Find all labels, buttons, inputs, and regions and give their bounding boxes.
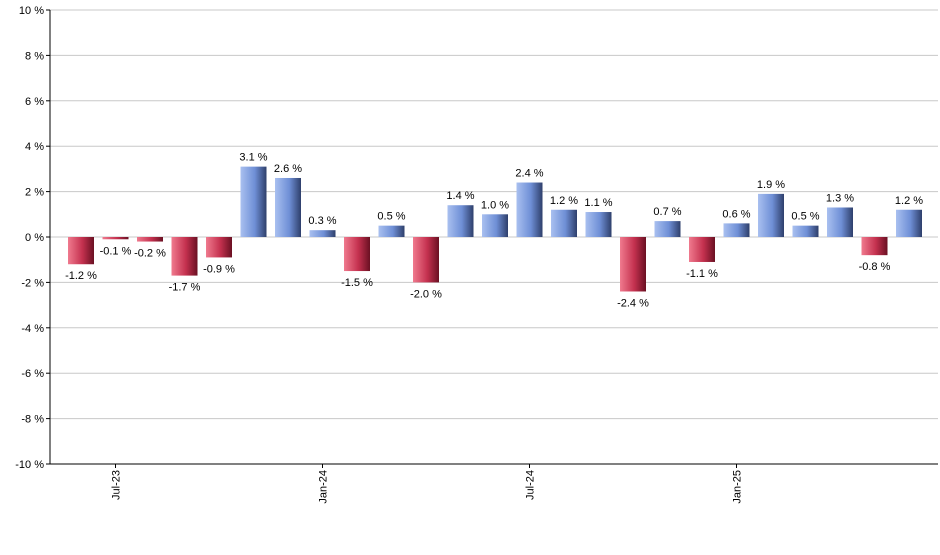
data-label: -1.2 % (65, 270, 97, 282)
data-label: -0.8 % (859, 261, 891, 273)
y-axis-tick-label: 6 % (25, 96, 44, 108)
data-label: 0.5 % (377, 211, 405, 223)
x-axis-tick-label: Jan-25 (732, 470, 744, 504)
data-label: -0.2 % (134, 248, 166, 260)
data-label: -1.1 % (686, 268, 718, 280)
bar (861, 237, 888, 256)
y-axis-tick-label: 8 % (25, 50, 44, 62)
data-label: -1.5 % (341, 277, 373, 289)
x-axis-tick-label: Jul-24 (525, 470, 537, 500)
y-axis-tick-label: -4 % (21, 323, 44, 335)
y-axis-tick-label: -10 % (15, 459, 44, 471)
y-axis-tick-label: 2 % (25, 187, 44, 199)
y-axis-tick-labels: -10 % -8 % -6 % -4 % -2 % 0 % 2 % 4 % 6 % 8 % 10 % (15, 5, 44, 471)
bar (344, 237, 370, 272)
bar (792, 225, 819, 237)
bar (275, 177, 301, 237)
data-label: 0.3 % (308, 215, 336, 227)
data-label: 3.1 % (239, 152, 267, 164)
bar (102, 237, 129, 240)
bars (68, 166, 922, 292)
x-axis-tick-labels: Jul-23 Jan-24 Jul-24 Jan-25 (111, 470, 744, 504)
data-label: 1.9 % (757, 179, 785, 191)
bar (827, 207, 853, 237)
data-label: -2.0 % (410, 288, 442, 300)
x-axis-tick-label: Jan-24 (318, 470, 330, 504)
data-label: -1.7 % (169, 282, 201, 294)
y-axis-tick-label: -6 % (21, 368, 44, 380)
data-label: -0.1 % (100, 245, 132, 257)
data-label: 1.1 % (584, 197, 612, 209)
data-label: 0.5 % (791, 211, 819, 223)
data-label: 1.3 % (826, 192, 854, 204)
bar (585, 212, 612, 237)
bar (413, 237, 439, 283)
bar (482, 214, 508, 237)
data-label: 2.6 % (274, 163, 302, 175)
bar (137, 237, 163, 242)
data-labels: -1.2 % -0.1 % -0.2 % -1.7 %-0.9 % 3.1 % 2.6 %… (65, 152, 923, 310)
data-label: 0.6 % (722, 208, 750, 220)
data-label: 1.2 % (895, 195, 923, 207)
data-label: -0.9 % (203, 263, 235, 275)
x-axis-tick-label: Jul-23 (111, 470, 123, 500)
bar (654, 221, 681, 237)
y-axis-tick-label: -2 % (21, 277, 44, 289)
y-axis-tick-label: -8 % (21, 414, 44, 426)
bar (723, 223, 750, 237)
y-axis-tick-label: 4 % (25, 141, 44, 153)
bar (378, 225, 405, 237)
bar (620, 237, 646, 292)
bar (240, 166, 267, 237)
bar (171, 237, 198, 276)
bar (516, 182, 543, 237)
data-label: -2.4 % (617, 297, 649, 309)
axes (46, 9, 938, 468)
data-label: 1.0 % (481, 199, 509, 211)
bar (758, 193, 784, 237)
data-label: 0.7 % (653, 206, 681, 218)
data-label: 1.2 % (550, 195, 578, 207)
bar (896, 209, 922, 237)
data-label: 2.4 % (515, 168, 543, 180)
bar (551, 209, 577, 237)
bar (309, 230, 336, 237)
y-axis-tick-label: 10 % (19, 5, 44, 17)
bar (447, 205, 474, 237)
bar (689, 237, 715, 262)
y-axis-tick-label: 0 % (25, 232, 44, 244)
bar (206, 237, 232, 258)
data-label: 1.4 % (446, 190, 474, 202)
bar (68, 237, 94, 265)
